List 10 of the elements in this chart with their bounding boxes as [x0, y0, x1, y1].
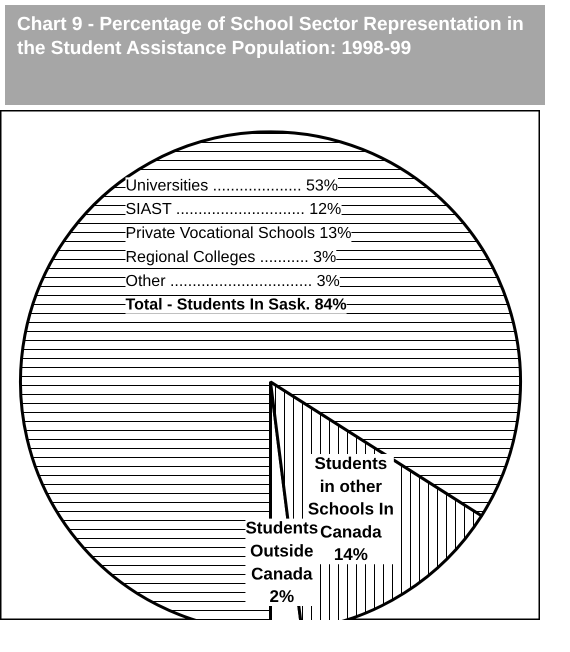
text: Universities .................... 53% [126, 177, 338, 194]
text: Other ................................ 3% [126, 272, 340, 290]
text: Regional Colleges ........... 3% [126, 248, 336, 266]
text: SIAST ............................. 12% [126, 201, 342, 218]
text: Private Vocational Schools 13% [126, 225, 352, 242]
slice-label: Students Outside Canada [245, 518, 318, 584]
data-label: 14% [334, 545, 368, 564]
slice-label: Total - Students In Sask. 84% [126, 296, 347, 314]
data-label: 2% [270, 587, 294, 606]
chart-title: Chart 9 - Percentage of School Sector Representation in the Student Assistance Population: 1998-99 [17, 13, 525, 60]
